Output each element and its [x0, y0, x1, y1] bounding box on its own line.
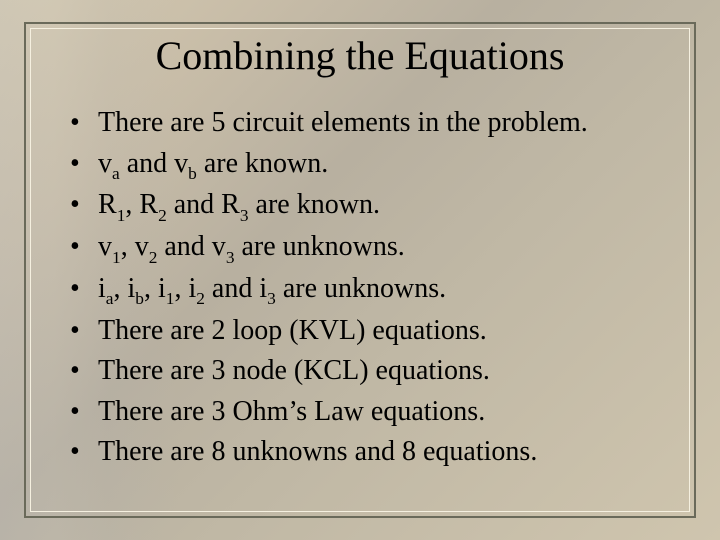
- bullet-text: There are 3 Ohm’s Law equations.: [98, 392, 680, 433]
- list-item: •There are 8 unknowns and 8 equations.: [70, 432, 680, 473]
- bullet-dot: •: [70, 269, 98, 310]
- bullet-text: There are 2 loop (KVL) equations.: [98, 311, 680, 352]
- bullet-text: R1, R2 and R3 are known.: [98, 185, 680, 227]
- bullet-text: v1, v2 and v3 are unknowns.: [98, 227, 680, 269]
- bullet-dot: •: [70, 351, 98, 392]
- bullet-dot: •: [70, 311, 98, 352]
- bullet-dot: •: [70, 227, 98, 268]
- bullet-dot: •: [70, 185, 98, 226]
- list-item: •There are 3 node (KCL) equations.: [70, 351, 680, 392]
- bullet-text: There are 3 node (KCL) equations.: [98, 351, 680, 392]
- bullet-dot: •: [70, 144, 98, 185]
- bullet-dot: •: [70, 103, 98, 144]
- bullet-dot: •: [70, 432, 98, 473]
- bullet-text: There are 8 unknowns and 8 equations.: [98, 432, 680, 473]
- bullet-text: va and vb are known.: [98, 144, 680, 186]
- list-item: •There are 2 loop (KVL) equations.: [70, 311, 680, 352]
- bullet-text: ia, ib, i1, i2 and i3 are unknowns.: [98, 269, 680, 311]
- bullet-text: There are 5 circuit elements in the prob…: [98, 103, 680, 144]
- list-item: •ia, ib, i1, i2 and i3 are unknowns.: [70, 269, 680, 311]
- bullet-dot: •: [70, 392, 98, 433]
- slide-title: Combining the Equations: [40, 32, 680, 79]
- slide-content: Combining the Equations •There are 5 cir…: [40, 30, 680, 510]
- list-item: •There are 3 Ohm’s Law equations.: [70, 392, 680, 433]
- list-item: •va and vb are known.: [70, 144, 680, 186]
- list-item: •R1, R2 and R3 are known.: [70, 185, 680, 227]
- list-item: •v1, v2 and v3 are unknowns.: [70, 227, 680, 269]
- bullet-list: •There are 5 circuit elements in the pro…: [40, 103, 680, 473]
- list-item: •There are 5 circuit elements in the pro…: [70, 103, 680, 144]
